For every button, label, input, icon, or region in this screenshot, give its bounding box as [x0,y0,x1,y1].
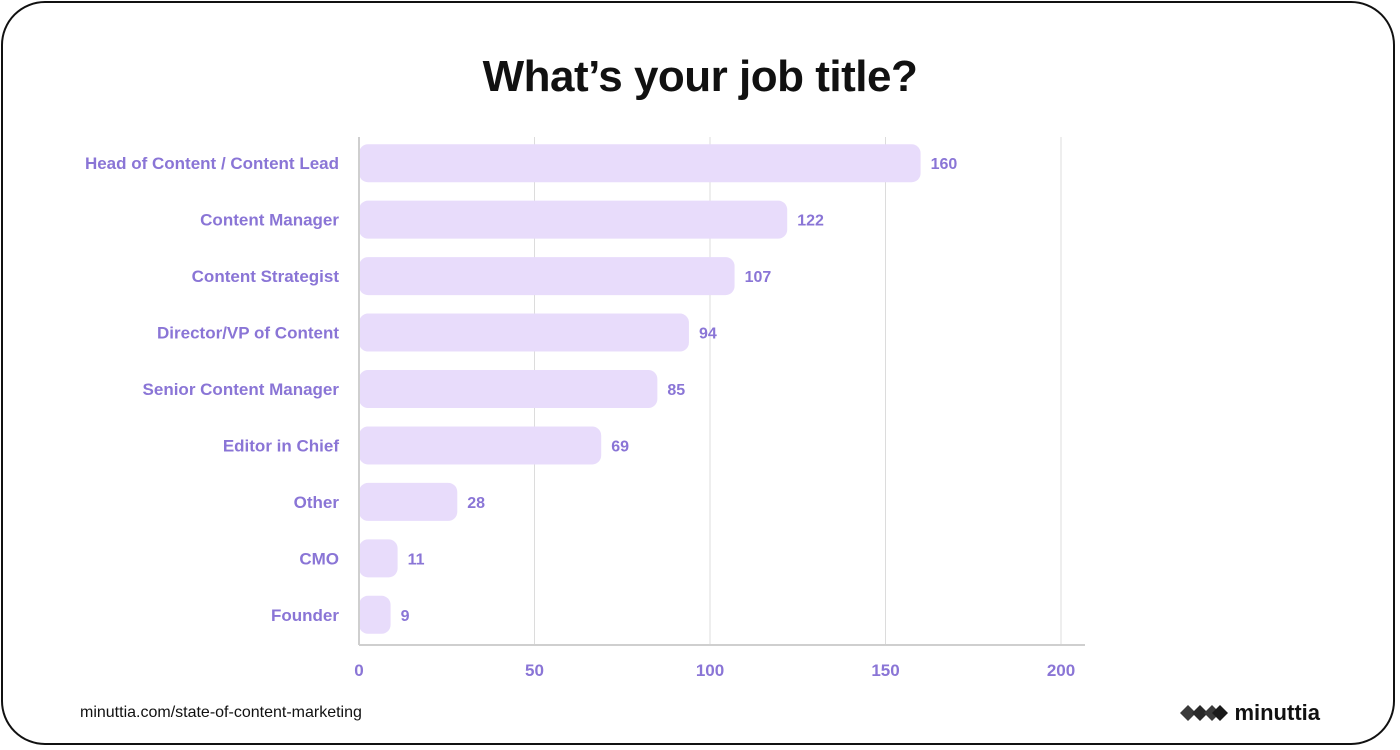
x-tick-label-200: 200 [1047,661,1075,680]
chart-title: What’s your job title? [482,52,918,101]
axes [358,137,1085,646]
category-label-4: Senior Content Manager [143,380,340,399]
x-tick-label-150: 150 [871,661,899,680]
brand-logo: minuttia [1180,700,1320,726]
category-label-1: Content Manager [200,211,339,230]
category-label-0: Head of Content / Content Lead [85,154,339,173]
bar-0 [359,144,921,183]
brand-name: minuttia [1234,700,1320,725]
value-label-4: 85 [667,382,685,399]
bar-7 [359,539,398,578]
value-label-0: 160 [931,156,958,173]
x-tick-label-100: 100 [696,661,724,680]
category-label-6: Other [294,493,340,512]
bar-6 [359,482,458,521]
bar-4 [359,370,658,408]
value-label-5: 69 [611,438,629,455]
category-label-7: CMO [299,549,339,568]
x-tick-label-0: 0 [354,661,363,680]
labels: 0 50 100 150 200 Head of Content / Content Le… [85,154,1075,680]
value-label-6: 28 [467,495,485,512]
bar-8 [359,595,391,634]
bar-3 [359,313,689,352]
category-label-2: Content Strategist [192,267,340,286]
bar-1 [359,200,788,239]
bar-2 [359,257,735,296]
value-label-2: 107 [745,269,772,286]
bar-5 [359,426,602,465]
value-label-7: 11 [408,551,425,568]
value-label-3: 94 [699,326,717,343]
category-label-8: Founder [271,606,339,625]
category-label-3: Director/VP of Content [157,324,339,343]
category-label-5: Editor in Chief [223,436,340,455]
x-tick-label-50: 50 [525,661,544,680]
diamond-cluster-logo-icon [1180,705,1229,721]
value-label-1: 122 [797,213,824,230]
value-label-8: 9 [401,608,410,625]
bars [359,144,921,634]
source-link[interactable]: minuttia.com/state-of-content-marketing [80,704,362,721]
